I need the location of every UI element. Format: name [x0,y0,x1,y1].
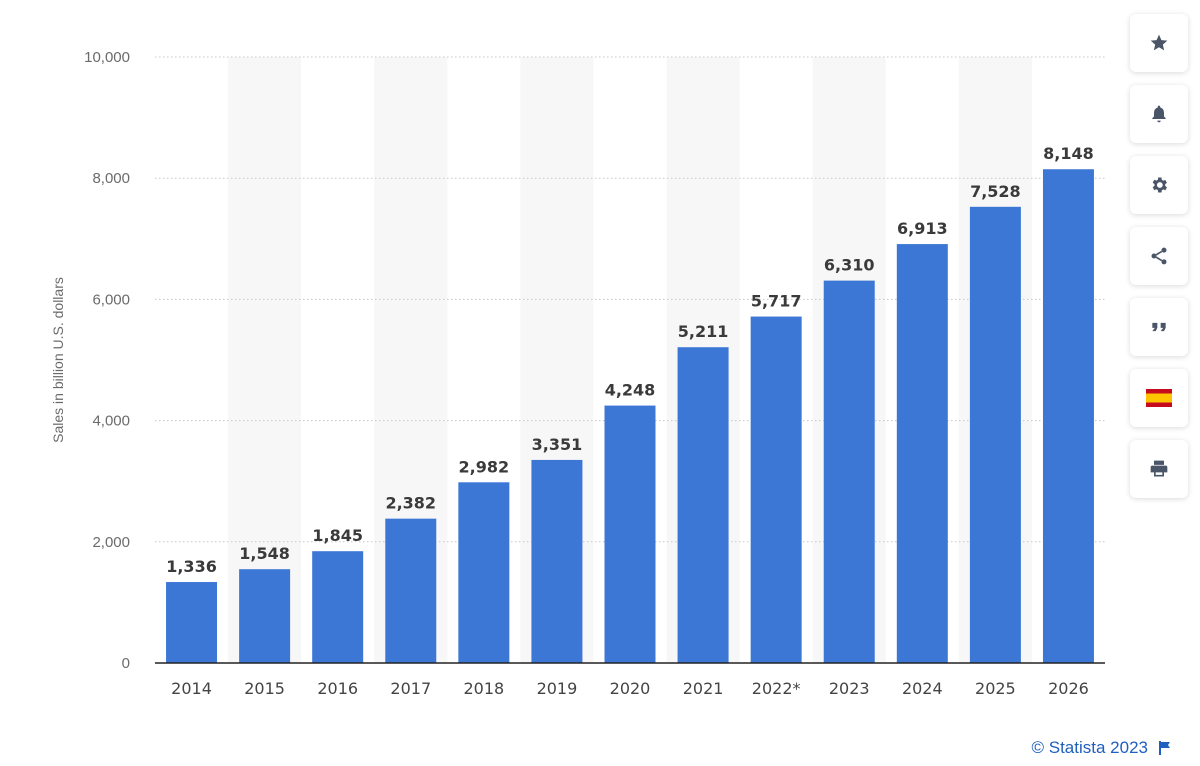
data-label: 3,351 [532,435,583,454]
data-label: 1,845 [312,526,363,545]
x-tick-label: 2017 [390,679,431,698]
print-icon [1150,460,1168,477]
x-tick-label: 2019 [537,679,578,698]
column-band [228,57,302,663]
y-tick-label: 2,000 [92,534,130,551]
y-tick-label: 6,000 [92,291,130,308]
data-label: 5,211 [678,322,729,341]
x-tick-label: 2015 [244,679,285,698]
bar [166,582,218,663]
data-label: 1,548 [239,544,290,563]
bar [1042,169,1094,663]
statista-credit: © Statista 2023 [1032,738,1173,758]
bars [166,169,1094,663]
share-button[interactable] [1130,227,1188,285]
data-label: 2,382 [385,494,436,513]
bar [969,206,1021,663]
bar [896,244,948,663]
star-icon [1150,34,1168,51]
data-label: 5,717 [751,292,802,311]
y-tick-label: 8,000 [92,170,130,187]
data-label: 1,336 [166,557,217,576]
credit-link[interactable]: © Statista 2023 [1031,738,1149,757]
data-labels: 1,336 1,548 1,845 2,382 2,982 3,351 4,248 5,211… [166,144,1094,576]
settings-button[interactable] [1130,156,1188,214]
x-tick-label: 2024 [902,679,943,698]
y-tick-label: 10,000 [84,49,130,66]
data-label: 7,528 [970,182,1021,201]
bar [823,280,875,663]
quote-icon [1152,322,1166,332]
data-label: 6,913 [897,219,948,238]
favorite-button[interactable] [1130,14,1188,72]
x-tick-labels: 2014 2015 2016 2017 2018 2019 2020 2021 2022* 202… [171,679,1089,698]
data-label: 6,310 [824,256,875,275]
language-button[interactable] [1130,369,1188,427]
bar [385,518,437,663]
bar [239,569,291,663]
bell-icon [1152,105,1166,123]
flag-icon[interactable] [1158,740,1172,756]
bar-chart: 1,336 1,548 1,845 2,382 2,982 3,351 4,248 5,211… [84,49,1105,698]
bar [312,551,364,663]
y-tick-label: 4,000 [92,413,130,430]
x-tick-label: 2026 [1048,679,1089,698]
bar [750,316,802,663]
share-icon [1151,247,1167,265]
x-tick-label: 2025 [975,679,1016,698]
x-tick-label: 2016 [317,679,358,698]
x-tick-label: 2018 [463,679,504,698]
print-button[interactable] [1130,440,1188,498]
data-label: 8,148 [1043,144,1094,163]
cite-button[interactable] [1130,298,1188,356]
bar [458,482,510,663]
bar [604,405,656,663]
x-tick-label: 2023 [829,679,870,698]
y-axis-label: Sales in billion U.S. dollars [50,277,66,443]
gear-icon [1152,177,1167,193]
bar [677,347,729,663]
notification-button[interactable] [1130,85,1188,143]
spain-flag-icon [1146,389,1172,407]
bar [531,459,583,663]
data-label: 4,248 [605,381,656,400]
x-tick-label: 2014 [171,679,212,698]
x-tick-label: 2021 [683,679,724,698]
data-label: 2,982 [459,457,510,476]
x-tick-label: 2020 [610,679,651,698]
x-tick-label: 2022* [752,679,801,698]
y-tick-labels: 0 2,000 4,000 6,000 8,000 10,000 [84,49,130,672]
y-tick-label: 0 [122,655,130,672]
